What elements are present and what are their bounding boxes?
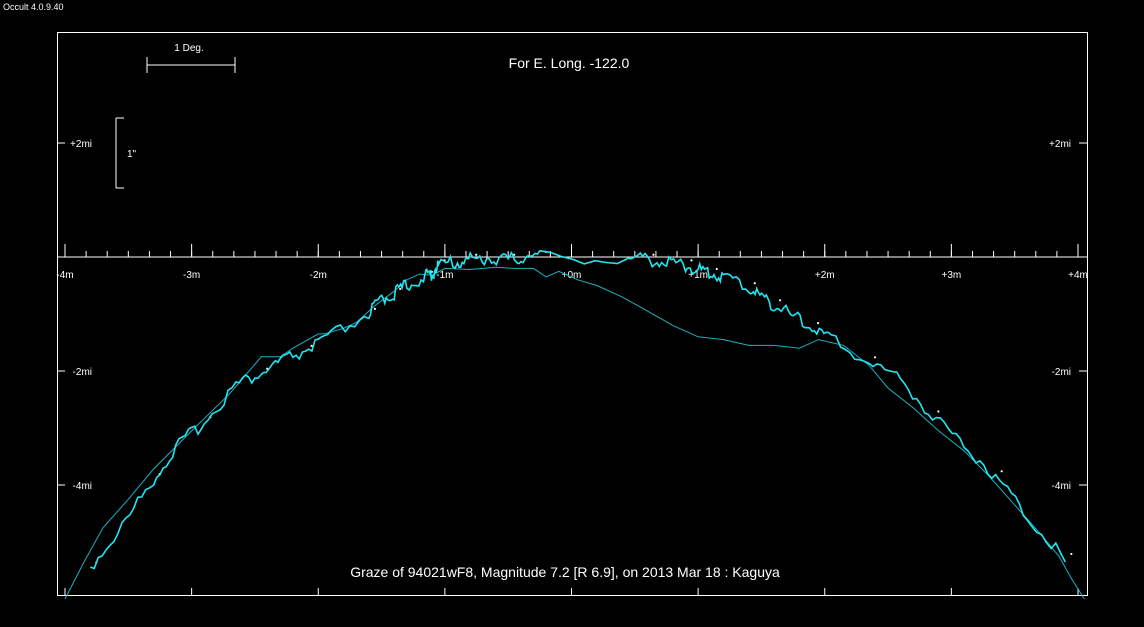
x-tick-label: -4m [56, 270, 73, 281]
x-axis-ticks: -4m -3m -2m -1m +0m +1m +2m +3m +4m [56, 244, 1088, 595]
arcsec-scale-label: 1" [127, 149, 137, 160]
limb-dot [373, 307, 376, 310]
x-tick-label: +1m [688, 270, 708, 281]
limb-dot [690, 259, 693, 262]
y-tick-label-right: -4mi [1052, 481, 1071, 492]
x-tick-label: +2m [815, 270, 835, 281]
x-tick-label: -2m [310, 270, 327, 281]
y-tick-label-left: -2mi [73, 367, 92, 378]
limb-dot [1000, 470, 1003, 473]
x-tick-label: -1m [436, 270, 453, 281]
y-tick-label-left: +2mi [70, 139, 92, 150]
limb-dot [310, 344, 313, 347]
y-axis-ticks: +2mi +2mi -2mi -2mi -4mi -4mi [57, 139, 1087, 492]
y-tick-label-right: -2mi [1052, 367, 1071, 378]
limb-profile-line [90, 249, 1067, 570]
limb-dot [715, 267, 718, 271]
degree-scale-label: 1 Deg. [174, 43, 203, 54]
arcsec-scale-bar: 1" [115, 117, 137, 189]
series-layer [64, 249, 1085, 600]
limb-dot [1070, 552, 1073, 556]
plot-frame [57, 32, 1088, 596]
x-tick-label: -3m [183, 270, 200, 281]
degree-scale-bar: 1 Deg. [146, 43, 236, 73]
limb-dot [399, 287, 402, 290]
limb-dot [753, 282, 756, 285]
chart-caption: Graze of 94021wF8, Magnitude 7.2 [R 6.9]… [350, 564, 780, 580]
chart-title: For E. Long. -122.0 [509, 55, 630, 71]
limb-dot [779, 299, 782, 302]
limb-dot [816, 322, 820, 325]
y-tick-label-right: +2mi [1049, 139, 1071, 150]
predicted-limb-dots [95, 250, 1073, 564]
x-tick-label: +4m [1068, 270, 1088, 281]
y-tick-label-left: -4mi [73, 481, 92, 492]
window-title: Occult 4.0.9.40 [3, 2, 64, 12]
x-tick-label: +0m [562, 270, 582, 281]
mean-limb-line [64, 266, 1085, 600]
limb-dot [652, 253, 655, 256]
limb-dot [475, 253, 478, 256]
limb-dot [873, 356, 877, 359]
limb-dot [937, 410, 940, 413]
x-tick-label: +3m [942, 270, 962, 281]
